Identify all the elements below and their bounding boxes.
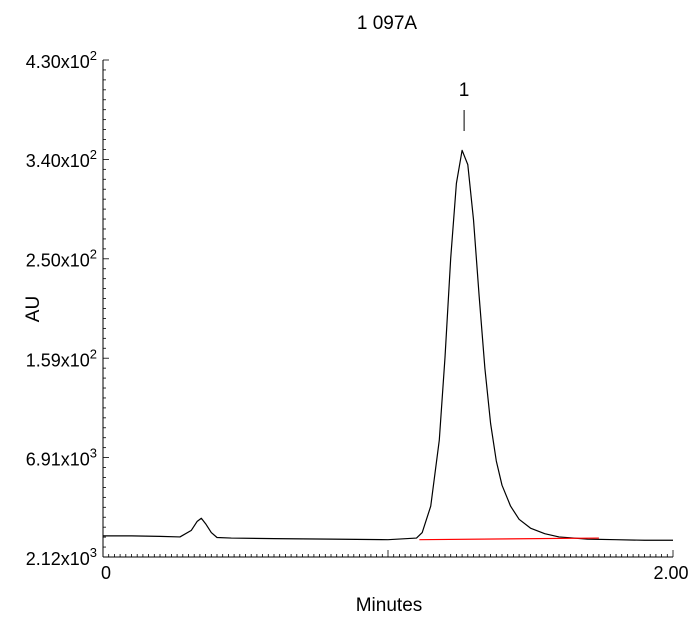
tick-labels: 4.30x102 3.40x102 2.50x102 1.59x102 6.91x103… bbox=[26, 48, 689, 583]
x-tick-label: 2.00 bbox=[653, 563, 688, 583]
y-tick-label: 6.91x103 bbox=[26, 446, 97, 470]
integration-baseline bbox=[419, 537, 599, 541]
peak-label: 1 bbox=[459, 80, 470, 101]
y-axis-label: AU bbox=[23, 296, 44, 322]
chart-ticks bbox=[102, 59, 674, 558]
chart-title: 1 097A bbox=[357, 13, 418, 34]
chart-axes bbox=[102, 60, 673, 558]
x-tick-label: 0 bbox=[101, 563, 111, 583]
y-tick-label: 1.59x102 bbox=[26, 347, 97, 371]
series-group bbox=[103, 149, 673, 541]
x-axis-label: Minutes bbox=[356, 595, 423, 616]
chromatogram-trace bbox=[103, 149, 673, 541]
y-tick-label: 4.30x102 bbox=[26, 48, 97, 72]
y-tick-label: 2.12x103 bbox=[26, 545, 97, 569]
y-tick-label: 2.50x102 bbox=[26, 246, 97, 270]
y-tick-label: 3.40x102 bbox=[26, 147, 97, 171]
peak-annotations: 1 bbox=[459, 80, 470, 131]
